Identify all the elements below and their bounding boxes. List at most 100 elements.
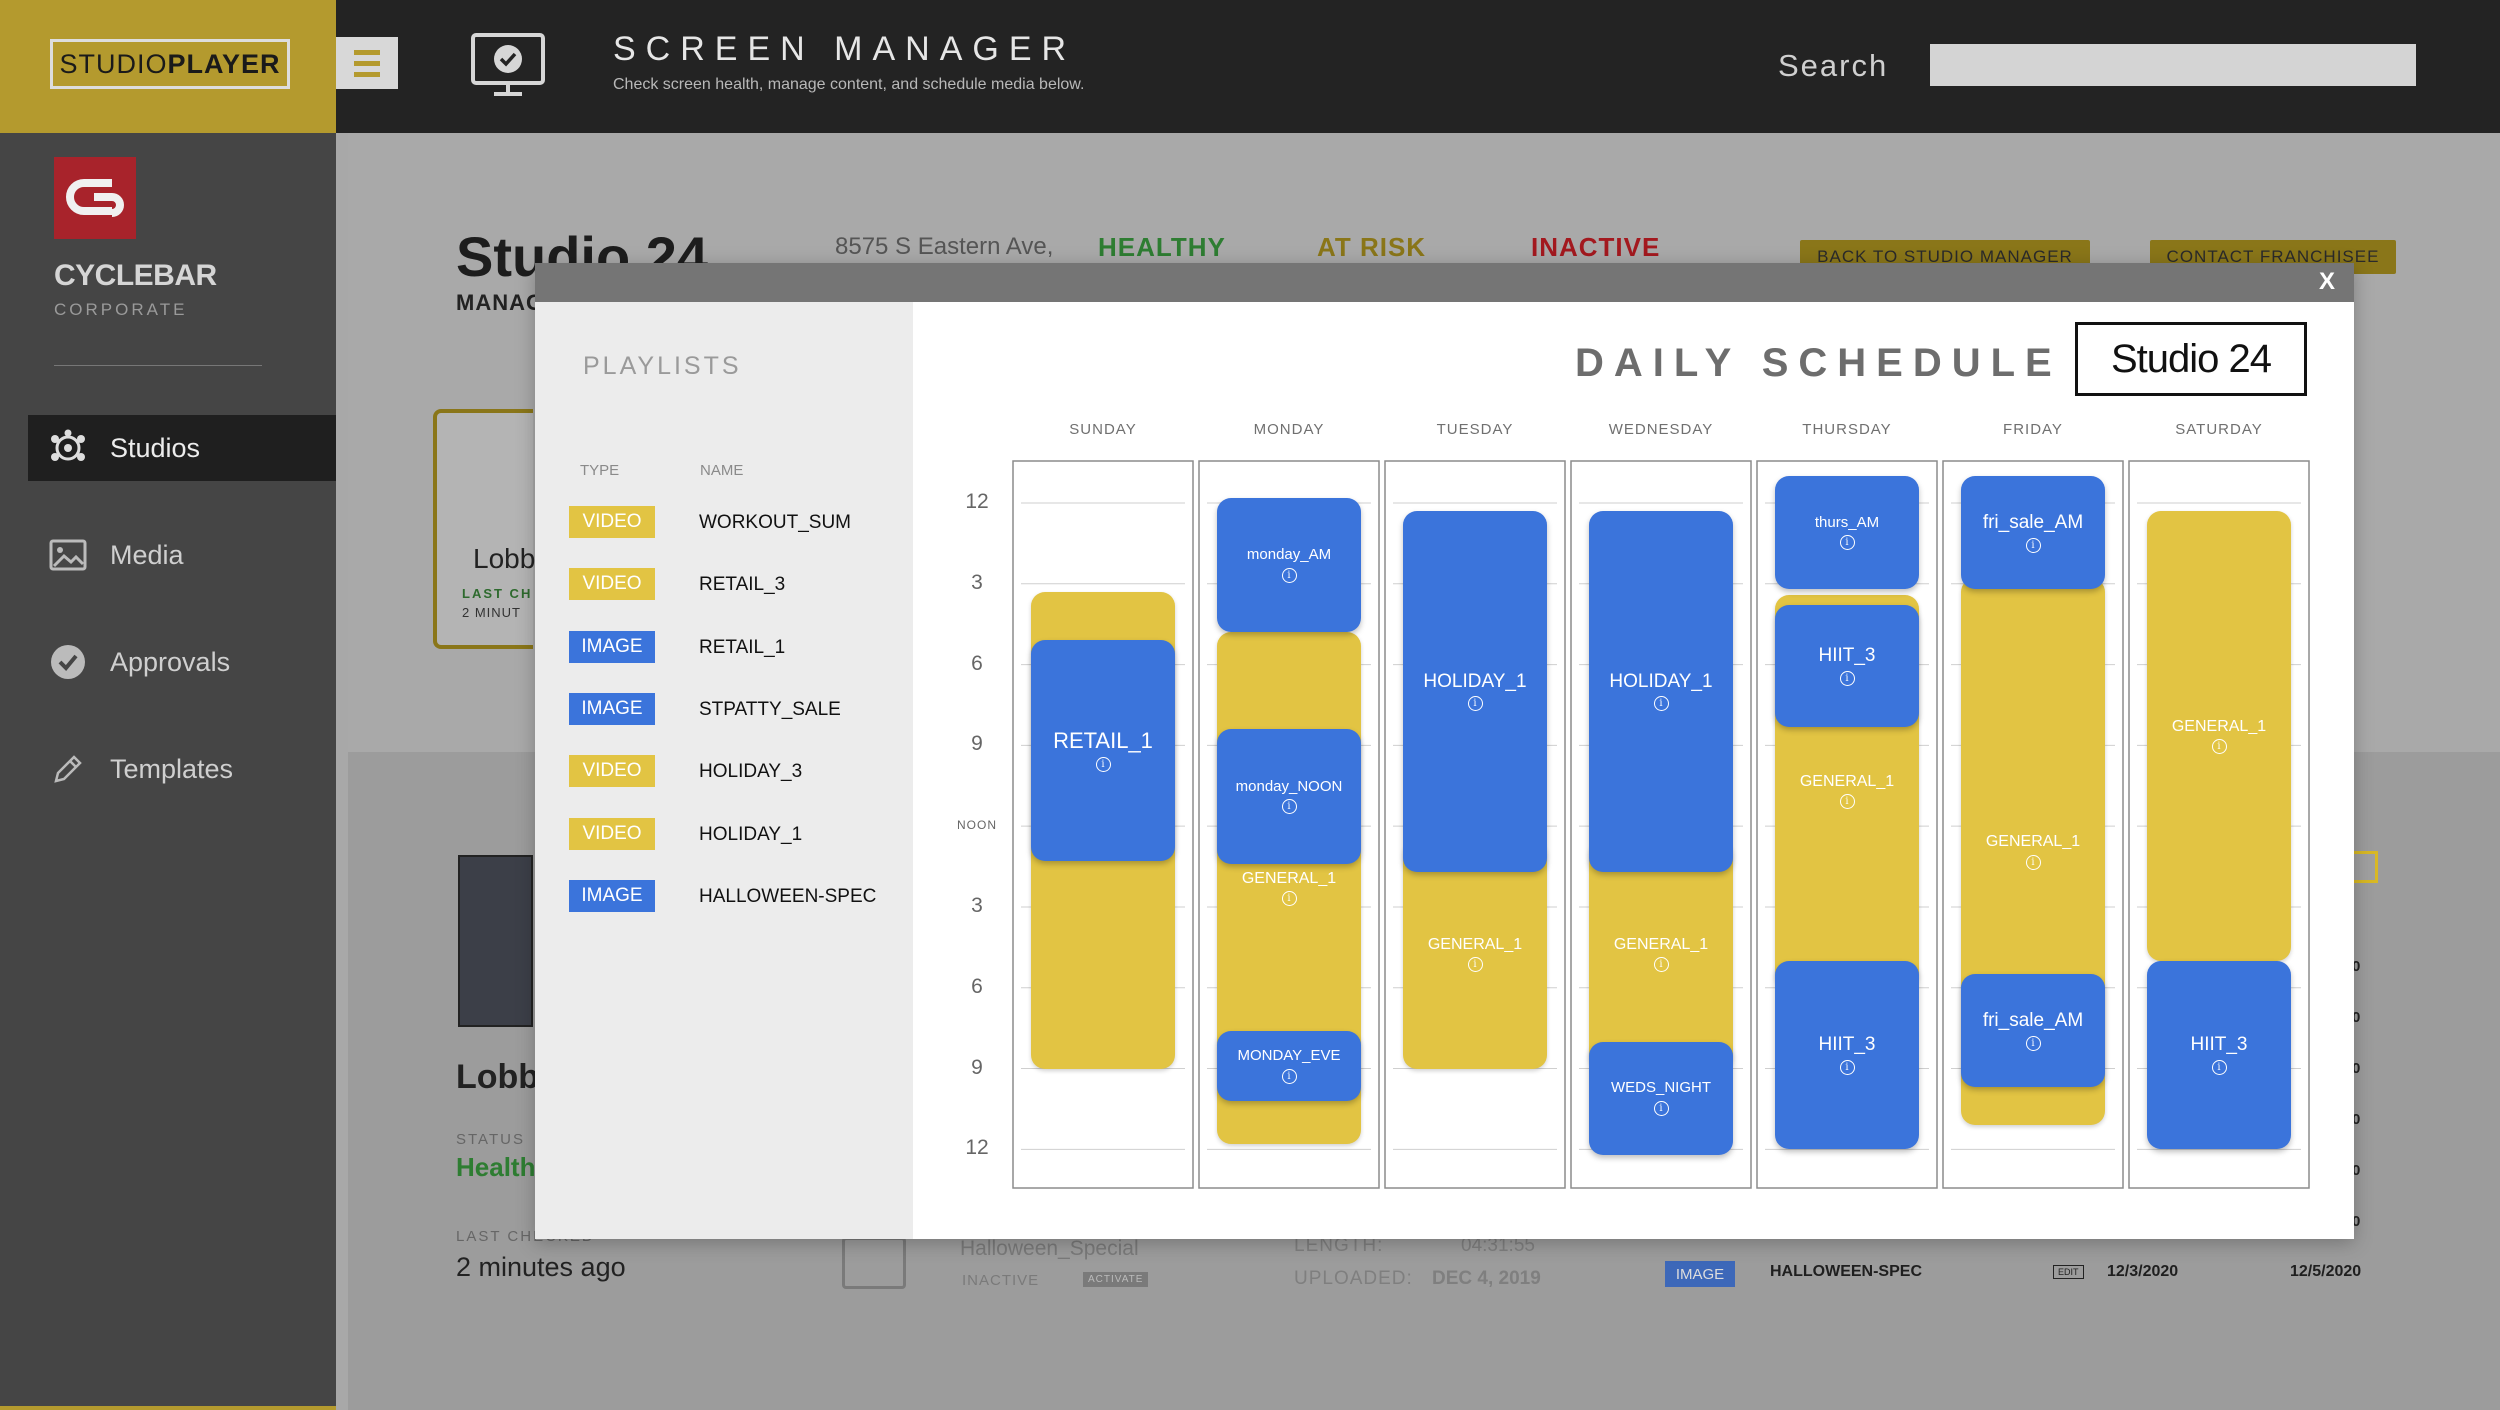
playlist-type-badge: VIDEO: [569, 817, 655, 850]
schedule-block[interactable]: WEDS_NIGHT i: [1589, 1041, 1733, 1155]
search-label: Search: [1778, 48, 1889, 83]
filter-healthy[interactable]: HEALTHY: [1098, 232, 1226, 262]
close-button[interactable]: X: [2318, 268, 2335, 295]
hamburger-menu-button[interactable]: [336, 37, 398, 89]
schedule-block-label: HOLIDAY_1: [1423, 670, 1527, 692]
schedule-block-label: thurs_AM: [1814, 513, 1880, 531]
sidebar-item-approvals[interactable]: Approvals: [28, 629, 336, 695]
playlist-type-badge: IMAGE: [569, 630, 655, 663]
schedule-block-label: HIIT_3: [2190, 1034, 2248, 1056]
day-label: SUNDAY: [1069, 421, 1137, 438]
playlist-row[interactable]: IMAGE RETAIL_1: [569, 630, 909, 665]
info-icon[interactable]: i: [1281, 1068, 1297, 1084]
info-icon[interactable]: i: [2211, 1059, 2227, 1075]
schedule-block[interactable]: fri_sale_AM i: [1961, 974, 2105, 1088]
sidebar-item-templates[interactable]: Templates: [28, 736, 336, 802]
playlist-row[interactable]: IMAGE HALLOWEEN-SPEC: [569, 879, 909, 914]
day-label: MONDAY: [1253, 421, 1325, 438]
sidebar-item-media[interactable]: Media: [28, 522, 336, 588]
sidebar-item-label: Media: [110, 539, 184, 570]
playlist-name: RETAIL_1: [699, 636, 786, 658]
column-header-name: NAME: [700, 462, 744, 479]
playlist-row[interactable]: VIDEO RETAIL_3: [569, 568, 909, 602]
filter-inactive[interactable]: INACTIVE: [1531, 232, 1661, 262]
schedule-block-label: HIIT_3: [1818, 644, 1876, 666]
playlist-row[interactable]: IMAGE STPATTY_SALE: [569, 692, 909, 727]
app-logo-area: STUDIO PLAYER: [0, 0, 336, 133]
hour-label: 12: [965, 490, 989, 513]
playlist-row[interactable]: VIDEO HOLIDAY_1: [569, 817, 909, 852]
schedule-block-label: monday_AM: [1246, 546, 1332, 564]
screen-thumbnail: [458, 855, 533, 1027]
schedule-block-label: GENERAL_1: [1613, 935, 1709, 953]
info-icon[interactable]: i: [1281, 567, 1297, 583]
sidebar-item-label: Studios: [110, 432, 201, 463]
filter-at-risk[interactable]: AT RISK: [1317, 232, 1427, 262]
schedule-block-label: GENERAL_1: [2171, 717, 2267, 735]
screen-card-last-check: LAST CH: [462, 586, 533, 601]
playlist-row[interactable]: VIDEO WORKOUT_SUM: [569, 506, 909, 540]
schedule-block[interactable]: HIIT_3 i: [1775, 960, 1919, 1150]
brand-name: CYCLEBAR: [54, 259, 217, 292]
info-icon[interactable]: i: [2025, 1035, 2041, 1051]
hour-label: 6: [971, 974, 983, 998]
day-label: TUESDAY: [1436, 421, 1514, 438]
menu-bar: [354, 60, 380, 66]
info-icon[interactable]: i: [1281, 891, 1297, 907]
activate-button[interactable]: ACTIVATE: [1083, 1272, 1149, 1287]
schedule-block[interactable]: HOLIDAY_1 i: [1589, 511, 1733, 872]
schedule-block-label: MONDAY_EVE: [1237, 1047, 1341, 1065]
info-icon[interactable]: i: [1467, 696, 1483, 712]
last-checked-value: 2 minutes ago: [456, 1252, 626, 1282]
menu-bar: [354, 71, 380, 77]
playlist-type-badge: VIDEO: [569, 568, 655, 601]
cyclebar-logo-icon: [66, 179, 124, 217]
info-icon[interactable]: i: [1839, 670, 1855, 686]
info-icon[interactable]: i: [2025, 855, 2041, 871]
info-icon[interactable]: i: [1653, 1100, 1669, 1116]
hour-label: 3: [971, 893, 983, 917]
playlist-row[interactable]: VIDEO HOLIDAY_3: [569, 755, 909, 789]
info-icon[interactable]: i: [2025, 537, 2041, 553]
hour-label: 9: [971, 1055, 983, 1079]
status-label: STATUS: [456, 1131, 525, 1148]
info-icon[interactable]: i: [1839, 794, 1855, 810]
media-state: INACTIVE: [962, 1272, 1040, 1289]
info-icon[interactable]: i: [1095, 757, 1111, 773]
info-icon[interactable]: i: [1653, 957, 1669, 973]
edit-button[interactable]: EDIT: [2053, 1265, 2084, 1279]
schedule-block-label: GENERAL_1: [1799, 772, 1895, 790]
list-value: 0: [2352, 1060, 2361, 1077]
schedule-block-label: fri_sale_AM: [1982, 511, 2084, 533]
search-input[interactable]: [1930, 44, 2416, 86]
day-label: SATURDAY: [2175, 421, 2263, 438]
info-icon[interactable]: i: [1839, 1059, 1855, 1075]
day-label: THURSDAY: [1802, 421, 1892, 438]
list-value: 0: [2352, 1009, 2361, 1026]
info-icon[interactable]: i: [2211, 739, 2227, 755]
yellow-tab-edge[interactable]: [2354, 851, 2378, 883]
schedule-block[interactable]: RETAIL_1 i: [1031, 640, 1175, 862]
info-icon[interactable]: i: [1653, 696, 1669, 712]
sidebar-accent-bar: [0, 1406, 336, 1410]
app-logo[interactable]: STUDIO PLAYER: [50, 39, 290, 89]
media-icon: [48, 535, 88, 575]
sidebar-item-studios[interactable]: Studios: [28, 415, 336, 481]
info-icon[interactable]: i: [1281, 799, 1297, 815]
screen-card[interactable]: [433, 409, 533, 649]
playlist-type-badge: VIDEO: [569, 506, 655, 538]
info-icon[interactable]: i: [1839, 535, 1855, 551]
info-icon[interactable]: i: [1467, 957, 1483, 973]
schedule-block-label: monday_NOON: [1235, 777, 1343, 795]
